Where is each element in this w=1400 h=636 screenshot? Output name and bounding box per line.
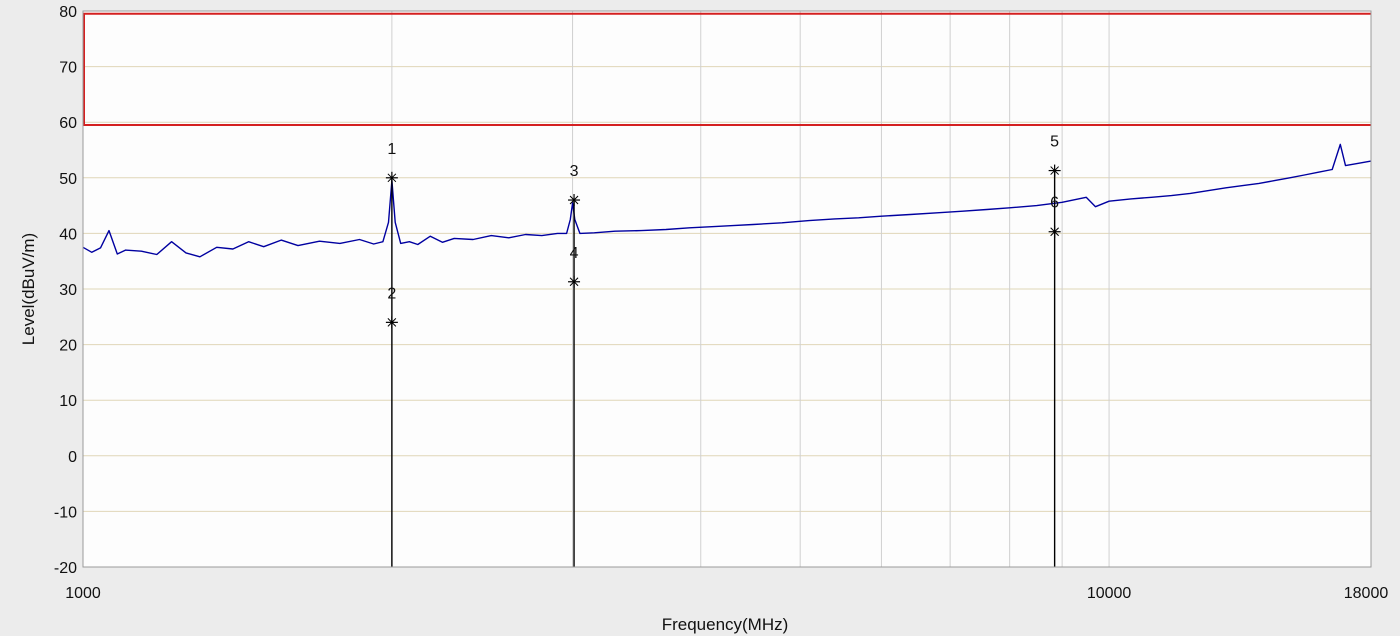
marker-label: 3 (570, 163, 579, 180)
x-tick-label: 18000 (1344, 585, 1389, 602)
marker-symbol (1050, 166, 1059, 175)
y-tick-label: -20 (54, 560, 77, 577)
marker-2: 2 (385, 285, 398, 329)
marker-3: 3 (568, 163, 581, 207)
y-tick-label: 80 (59, 4, 77, 21)
series-line-1 (82, 143, 1372, 258)
marker-5: 5 (1048, 134, 1061, 177)
marker-label: 2 (387, 285, 396, 302)
marker-label: 5 (1050, 134, 1059, 151)
limit-lines (83, 12, 1371, 126)
x-tick-label: 10000 (1087, 585, 1132, 602)
tick-labels: -20 -10 0 10 20 30 40 50 60 70 80 1000 10000 18000 (54, 4, 1388, 602)
y-tick-label: 30 (59, 282, 77, 299)
marker-symbol (569, 277, 579, 287)
y-tick-label: -10 (54, 504, 77, 521)
marker-4: 4 (568, 245, 581, 288)
series-layer (82, 143, 1372, 258)
y-tick-label: 60 (59, 115, 77, 132)
y-tick-label: 20 (59, 338, 77, 355)
marker-6: 6 (1048, 195, 1061, 238)
marker-label: 1 (387, 141, 396, 158)
marker-symbol (387, 318, 397, 327)
marker-1: 1 (385, 141, 398, 184)
marker-symbol (1050, 227, 1059, 237)
y-tick-label: 10 (59, 393, 77, 410)
marker-layer: 1 2 3 4 5 6 (385, 134, 1061, 567)
x-axis-title: Frequency(MHz) (662, 615, 789, 634)
marker-label: 4 (570, 245, 579, 262)
plot-frame (82, 10, 1372, 568)
y-tick-label: 40 (59, 226, 77, 243)
y-tick-label: 50 (59, 171, 77, 188)
marker-symbol (569, 195, 579, 205)
x-tick-label: 1000 (65, 585, 101, 602)
marker-symbol (387, 173, 397, 183)
marker-label: 6 (1050, 195, 1059, 212)
y-tick-label: 0 (68, 449, 77, 466)
y-axis-title: Level(dBuV/m) (19, 233, 38, 345)
y-tick-label: 70 (59, 60, 77, 77)
